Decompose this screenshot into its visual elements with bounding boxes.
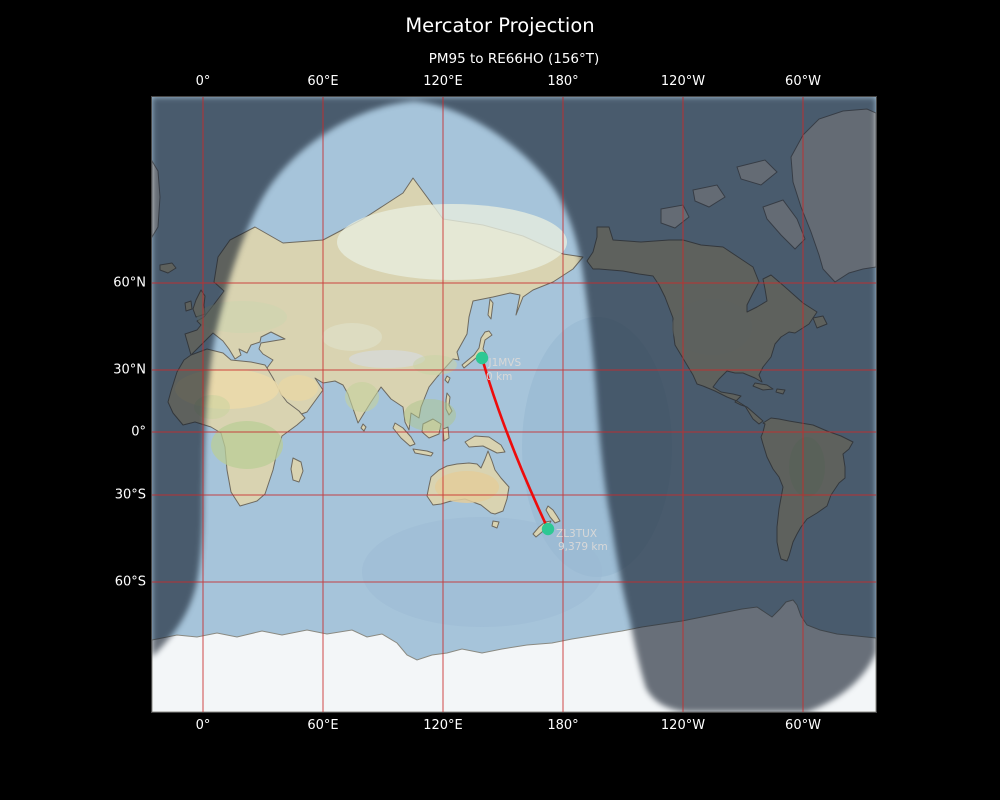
to-callsign-label: ZL3TUX — [556, 528, 597, 540]
lon-tick-top-180: 180° — [547, 74, 579, 89]
taiwan — [444, 375, 451, 384]
station-marker-from — [475, 351, 489, 365]
lat-tick-0: 0° — [131, 424, 146, 440]
station-marker-to — [541, 522, 555, 536]
figure-title: Mercator Projection — [405, 14, 595, 37]
lon-tick-bottom-120w: 120°W — [660, 718, 706, 733]
lon-tick-bottom-120e: 120°E — [423, 718, 463, 733]
great-circle-path — [480, 357, 550, 530]
figure-subtitle: PM95 to RE66HO (156°T) — [428, 51, 600, 67]
new-zealand-north-island — [545, 505, 561, 524]
lon-tick-top-120e: 120°E — [423, 74, 463, 89]
java — [412, 448, 434, 457]
southern-ocean-water — [362, 517, 602, 627]
madagascar — [290, 457, 304, 483]
lon-tick-bottom-60e: 60°E — [307, 718, 339, 733]
lat-tick-30s: 30°S — [114, 487, 146, 503]
from-distance-label: 0 km — [486, 371, 512, 383]
lon-tick-top-0: 0° — [195, 74, 211, 89]
sumatra — [392, 422, 416, 447]
lon-tick-top-120w: 120°W — [660, 74, 706, 89]
map-canvas: J1MVS 0 km ZL3TUX 9,379 km — [151, 96, 877, 713]
lon-tick-bottom-60w: 60°W — [785, 718, 821, 733]
new-guinea — [464, 435, 506, 454]
night-terminator-overlay — [152, 97, 876, 712]
japan — [461, 330, 493, 369]
to-distance-label: 9,379 km — [558, 541, 608, 553]
graticule — [152, 97, 876, 712]
sri-lanka — [360, 423, 367, 432]
lat-tick-60s: 60°S — [114, 574, 146, 590]
from-callsign-label: J1MVS — [488, 357, 522, 369]
sulawesi — [442, 426, 450, 442]
tasmania — [491, 520, 500, 529]
lon-tick-top-60w: 60°W — [785, 74, 821, 89]
lon-tick-bottom-0: 0° — [195, 718, 211, 733]
lon-tick-top-60e: 60°E — [307, 74, 339, 89]
lat-tick-60n: 60°N — [113, 275, 146, 291]
mercator-map: J1MVS 0 km ZL3TUX 9,379 km — [152, 97, 876, 712]
lat-tick-30n: 30°N — [113, 362, 146, 378]
lon-tick-bottom-180: 180° — [547, 718, 579, 733]
sakhalin — [487, 298, 494, 320]
